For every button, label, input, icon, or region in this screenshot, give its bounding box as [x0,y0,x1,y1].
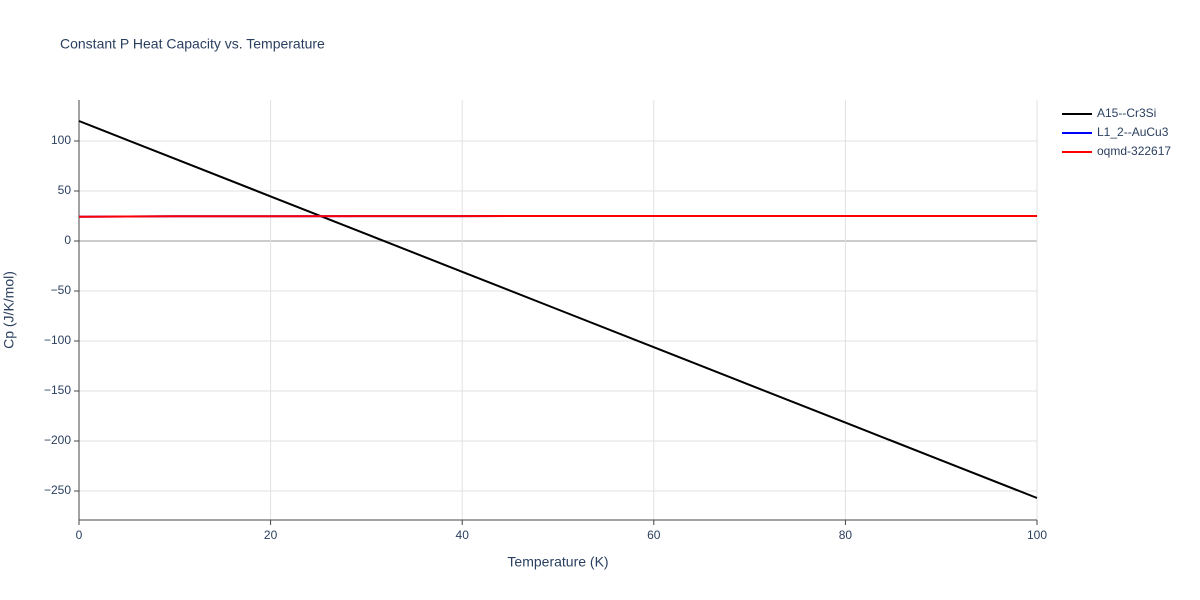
series-line [78,215,1037,218]
x-tick-label: 40 [456,528,470,542]
x-tick-label: 20 [264,528,278,542]
chart-title: Constant P Heat Capacity vs. Temperature [60,36,325,52]
legend-label: A15--Cr3Si [1097,106,1156,120]
y-axis-title: Cp (J/K/mol) [1,271,17,349]
series-line [78,120,1038,499]
y-tick-label: −250 [44,483,71,497]
x-tick-label: 80 [839,528,853,542]
legend-label: oqmd-322617 [1097,144,1171,158]
x-tick-label: 0 [76,528,83,542]
legend-label: L1_2--AuCu3 [1097,125,1169,139]
x-tick-label: 100 [1027,528,1047,542]
y-tick-label: 0 [64,233,71,247]
y-tick-label: −50 [51,283,72,297]
y-tick-label: −150 [44,383,71,397]
y-tick-label: −100 [44,333,71,347]
x-tick-label: 60 [647,528,661,542]
y-tick-label: 100 [51,133,71,147]
x-axis-title: Temperature (K) [507,554,608,570]
y-tick-label: −200 [44,433,71,447]
y-tick-label: 50 [58,183,72,197]
